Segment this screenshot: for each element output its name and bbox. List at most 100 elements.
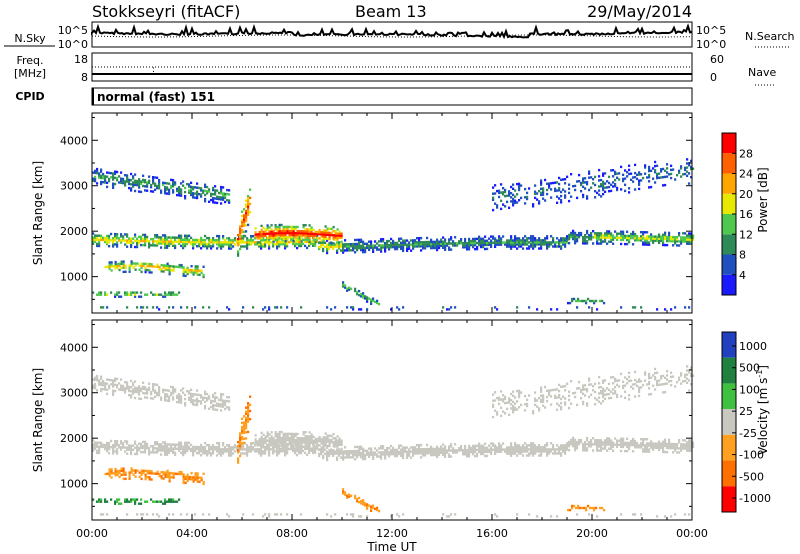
velocity-cell bbox=[134, 442, 137, 445]
power-cell bbox=[216, 243, 219, 246]
velocity-cell bbox=[178, 449, 181, 452]
velocity-cell bbox=[458, 449, 461, 452]
power-cell bbox=[686, 242, 689, 245]
power-cell bbox=[294, 236, 297, 239]
power-cell bbox=[124, 266, 127, 269]
velocity-cell bbox=[668, 440, 671, 444]
velocity-cell bbox=[602, 387, 605, 390]
velocity-cell bbox=[180, 473, 183, 476]
velocity-cell bbox=[110, 379, 113, 382]
nave-label: Nave bbox=[748, 66, 776, 79]
power-cell bbox=[576, 180, 579, 183]
velocity-cell bbox=[210, 401, 213, 405]
power-cell bbox=[322, 229, 325, 232]
velocity-cell bbox=[186, 473, 189, 477]
velocity-cell bbox=[502, 394, 505, 397]
power-cell bbox=[286, 238, 289, 241]
power-cell bbox=[598, 236, 601, 239]
power-cell bbox=[522, 237, 525, 240]
velocity-cell bbox=[98, 498, 101, 501]
velocity-cell bbox=[160, 447, 163, 450]
velocity-cell bbox=[662, 391, 665, 394]
power-cell bbox=[674, 178, 677, 181]
power-cell bbox=[362, 296, 365, 299]
velocity-cell bbox=[294, 449, 297, 453]
power-cell bbox=[256, 235, 259, 238]
power-cell bbox=[548, 241, 551, 244]
power-cell bbox=[216, 197, 219, 200]
power-cell bbox=[588, 188, 591, 192]
velocity-cell bbox=[344, 493, 347, 496]
velocity-cell bbox=[118, 382, 121, 385]
velocity-cell bbox=[164, 498, 167, 501]
velocity-cell bbox=[580, 388, 583, 392]
power-cell bbox=[640, 306, 643, 309]
power-cell bbox=[106, 236, 109, 240]
power-cell bbox=[412, 247, 415, 250]
power-cell bbox=[268, 226, 271, 229]
velocity-cell bbox=[396, 450, 399, 454]
velocity-cell bbox=[184, 393, 187, 397]
velocity-cell bbox=[294, 443, 297, 446]
power-cell bbox=[602, 184, 605, 188]
velocity-cell bbox=[322, 454, 325, 458]
power-cell bbox=[494, 184, 497, 187]
power-cell bbox=[646, 241, 649, 244]
velocity-cell bbox=[480, 444, 483, 447]
velocity-cell bbox=[322, 450, 325, 454]
power-cell bbox=[190, 269, 193, 272]
power-cell bbox=[196, 182, 199, 185]
velocity-cell bbox=[658, 379, 661, 382]
power-cell bbox=[308, 236, 311, 239]
velocity-cell bbox=[126, 498, 129, 501]
power-cell bbox=[382, 240, 385, 243]
power-cell bbox=[470, 239, 473, 243]
power-cell bbox=[434, 244, 437, 248]
power-cell bbox=[426, 236, 429, 240]
velocity-cell bbox=[656, 371, 659, 374]
power-cell bbox=[258, 237, 261, 240]
velocity-cell bbox=[284, 432, 287, 436]
velocity-cell bbox=[276, 448, 279, 451]
velocity-cell bbox=[586, 439, 589, 442]
velocity-cell bbox=[190, 388, 193, 391]
power-cell bbox=[300, 238, 303, 241]
power-cell bbox=[124, 184, 127, 187]
velocity-cell bbox=[284, 434, 287, 438]
velocity-cell bbox=[672, 447, 675, 450]
power-cell bbox=[352, 308, 355, 311]
velocity-cell bbox=[592, 385, 595, 388]
power-cell bbox=[178, 242, 181, 245]
power-cell bbox=[246, 239, 249, 242]
power-cell bbox=[584, 240, 587, 243]
power-cell bbox=[482, 241, 485, 245]
velocity-cell bbox=[546, 395, 549, 399]
power-cell bbox=[574, 240, 577, 243]
velocity-cell bbox=[148, 449, 151, 452]
power-cell bbox=[228, 239, 231, 242]
velocity-cell bbox=[184, 449, 187, 453]
power-cell bbox=[598, 185, 601, 188]
velocity-cell bbox=[202, 448, 205, 451]
power-cell bbox=[152, 293, 155, 296]
power-cell bbox=[586, 195, 589, 198]
power-cell bbox=[622, 179, 625, 183]
velocity-cell bbox=[546, 399, 549, 403]
velocity-cell bbox=[556, 452, 559, 455]
velocity-cell bbox=[112, 452, 115, 455]
velocity-cell bbox=[618, 443, 621, 446]
power-cell bbox=[160, 236, 163, 239]
velocity-cell bbox=[692, 445, 695, 448]
power-cell bbox=[264, 228, 267, 231]
velocity-cell bbox=[566, 446, 569, 449]
velocity-cell bbox=[218, 404, 221, 408]
power-cell bbox=[614, 170, 617, 174]
velocity-cell bbox=[246, 454, 249, 457]
power-cell bbox=[546, 188, 549, 192]
power-cell bbox=[180, 266, 183, 269]
power-cell bbox=[460, 238, 463, 241]
velocity-cell bbox=[186, 477, 189, 481]
velocity-cell bbox=[241, 417, 244, 420]
velocity-cell bbox=[168, 395, 171, 398]
power-cell bbox=[308, 240, 311, 243]
